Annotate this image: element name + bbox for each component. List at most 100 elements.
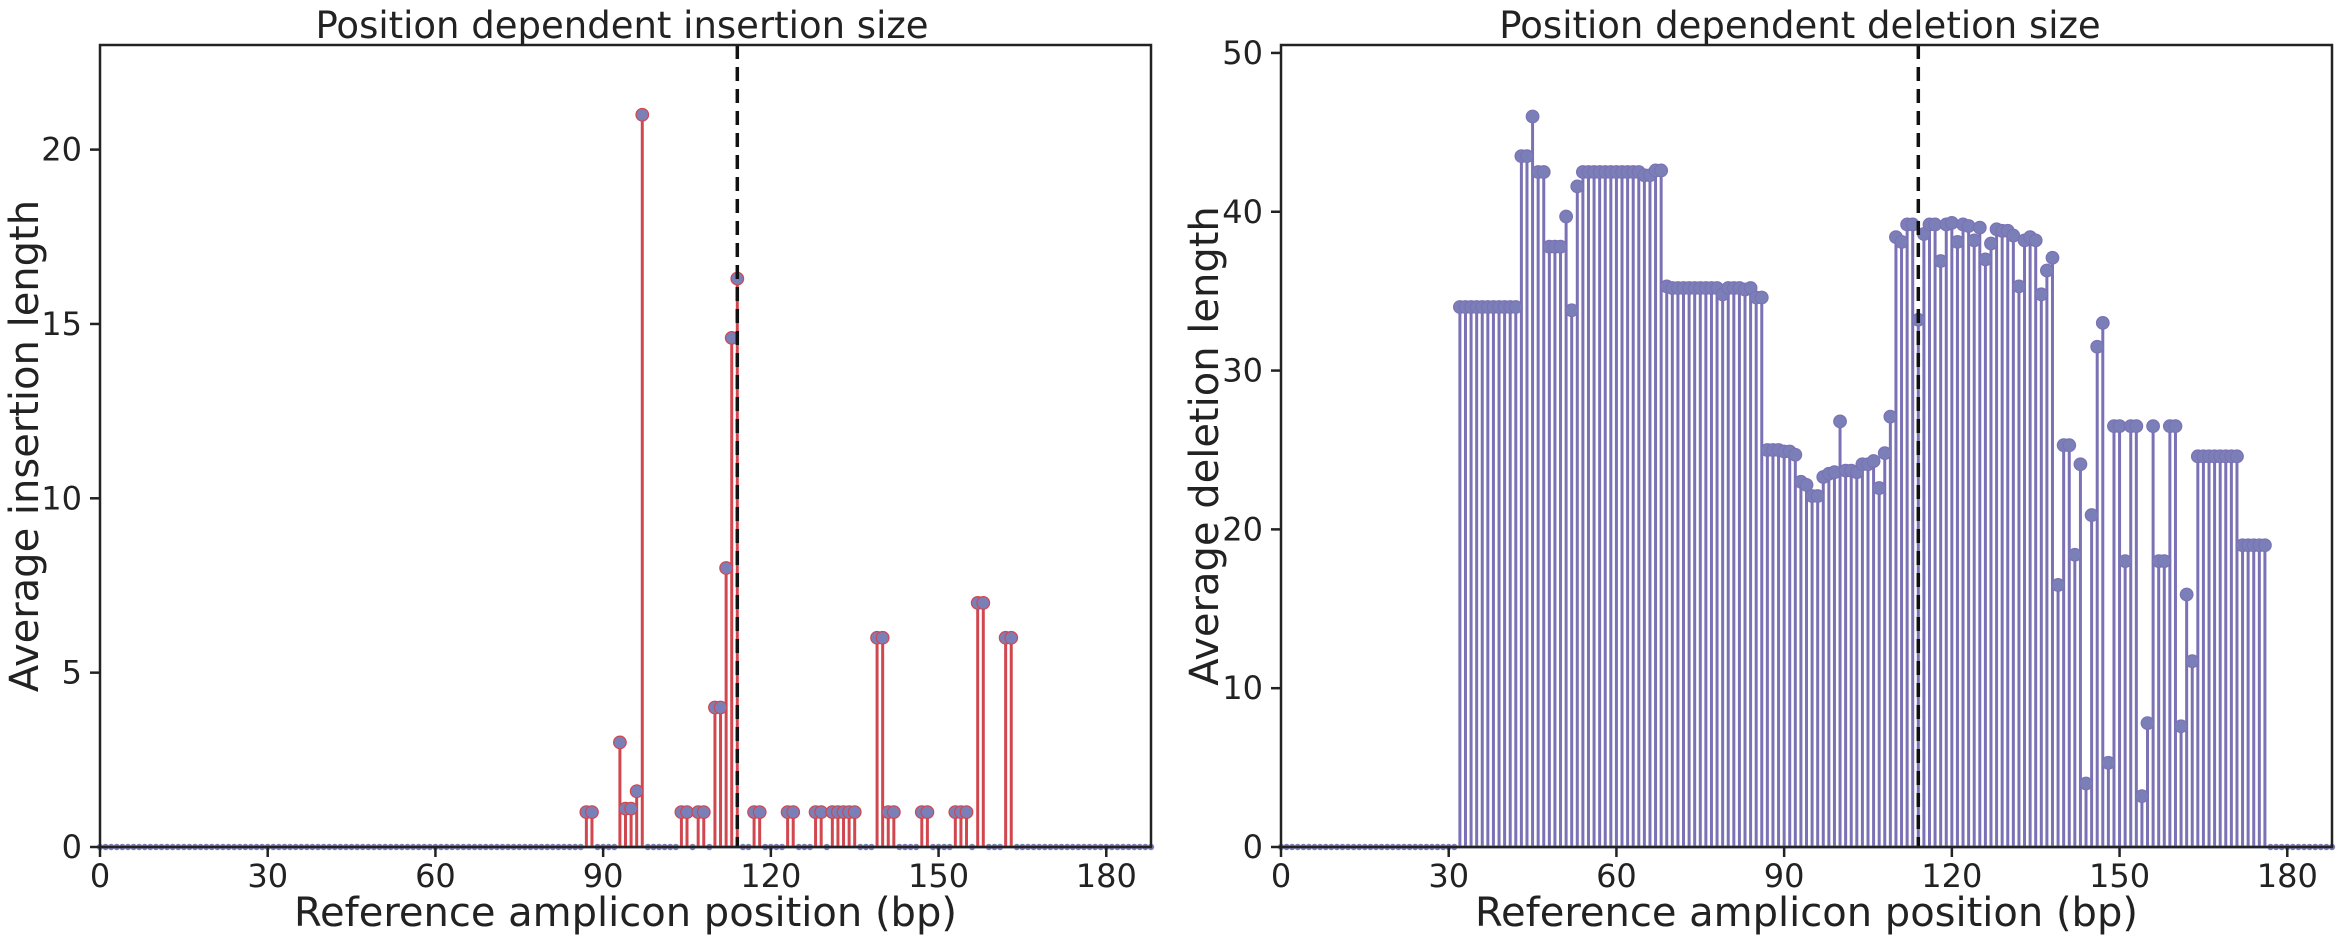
deletion-stem-marker	[2034, 287, 2049, 302]
insertion-x-tick-label: 60	[415, 857, 456, 895]
deletion-stem-marker	[1525, 109, 1540, 124]
insertion-y-tick-label: 0	[62, 828, 82, 866]
deletion-plot-frame	[1279, 43, 2334, 849]
insertion-stem-marker	[752, 805, 767, 820]
deletion-size-panel: Position dependent deletion size 0 30 60 90…	[1182, 4, 2336, 936]
insertion-size-panel: Position dependent insertion size 0 30 60 9…	[2, 4, 1155, 936]
deletion-stem-marker	[2230, 449, 2244, 464]
insertion-stem-marker	[847, 805, 862, 820]
deletion-stem-marker	[2101, 755, 2116, 770]
deletion-stem-marker	[2095, 316, 2110, 330]
insertion-stem-marker	[613, 735, 627, 750]
deletion-y-tick-label: 50	[1222, 34, 1263, 72]
deletion-stems	[1277, 109, 2336, 851]
deletion-y-tick-label: 20	[1222, 510, 1263, 548]
insertion-y-tick-label: 15	[41, 305, 82, 343]
insertion-x-axis-ticks: 0 30 60 90 120 150 180	[90, 847, 1137, 895]
deletion-stem-marker	[1866, 454, 1881, 468]
deletion-stem-marker	[2028, 233, 2043, 248]
insertion-stem-marker	[635, 107, 650, 122]
insertion-x-tick-label: 90	[583, 857, 624, 895]
deletion-stem-marker	[1654, 163, 1669, 178]
deletion-stem-marker	[1810, 489, 1825, 503]
deletion-stem-marker	[1944, 215, 1959, 230]
deletion-stem-marker	[1967, 233, 1982, 248]
deletion-stem-marker	[2045, 250, 2060, 265]
deletion-stem-marker	[2073, 457, 2088, 472]
insertion-plot-frame	[98, 43, 1153, 849]
deletion-stem-marker	[1961, 219, 1976, 233]
deletion-stem-marker	[1972, 220, 1987, 235]
insertion-x-tick-label: 150	[908, 857, 969, 895]
deletion-stem-marker	[2185, 654, 2200, 669]
deletion-chart-title: Position dependent deletion size	[1499, 4, 2100, 47]
deletion-stem-marker	[1564, 303, 1579, 318]
deletion-x-tick-label: 0	[1271, 857, 1291, 895]
deletion-stem-marker	[1536, 165, 1551, 179]
deletion-stem-marker	[2079, 776, 2093, 791]
deletion-x-tick-label: 150	[2089, 857, 2150, 895]
deletion-stem-marker	[2084, 508, 2099, 522]
deletion-stem-marker	[2129, 419, 2144, 434]
deletion-stem-marker	[1933, 254, 1948, 268]
deletion-stem-marker	[1978, 252, 1993, 267]
deletion-stem-marker	[1883, 409, 1898, 424]
deletion-stem-marker	[1508, 300, 1523, 314]
insertion-stem-marker	[629, 784, 644, 799]
deletion-stem-marker	[1894, 235, 1909, 249]
deletion-stem-marker	[2118, 554, 2133, 569]
insertion-stems	[96, 107, 1155, 851]
deletion-stem-marker	[2135, 789, 2149, 804]
insertion-y-tick-label: 5	[62, 654, 82, 692]
insertion-x-tick-label: 120	[740, 857, 801, 895]
insertion-stem-marker	[585, 805, 599, 820]
insertion-y-tick-label: 10	[41, 479, 82, 517]
deletion-y-axis-ticks: 0 10 20 30 40 50	[1222, 34, 1281, 866]
insertion-x-tick-label: 180	[1076, 857, 1137, 895]
deletion-stem-marker	[2140, 716, 2155, 731]
insertion-x-axis-label: Reference amplicon position (bp)	[294, 890, 957, 936]
deletion-stem-marker	[2168, 419, 2183, 434]
insertion-stem-marker	[624, 801, 638, 816]
deletion-y-axis-label: Average deletion length	[1182, 206, 1228, 686]
deletion-stem-marker	[1950, 235, 1965, 249]
deletion-stem-marker	[2258, 538, 2272, 553]
insertion-y-tick-label: 20	[41, 131, 82, 169]
deletion-stem-marker	[2012, 279, 2026, 294]
deletion-stem-marker	[1827, 465, 1842, 480]
deletion-x-tick-label: 90	[1764, 857, 1805, 895]
deletion-stem-marker	[2174, 719, 2188, 734]
deletion-x-tick-label: 120	[1921, 857, 1982, 895]
insertion-stem-marker	[786, 805, 801, 820]
insertion-stem-marker	[719, 561, 734, 575]
deletion-x-tick-label: 180	[2257, 857, 2318, 895]
deletion-stem-marker	[1520, 149, 1534, 164]
insertion-chart-title: Position dependent insertion size	[315, 4, 928, 47]
deletion-stem-marker	[1559, 209, 1574, 224]
deletion-x-axis-ticks: 0 30 60 90 120 150 180	[1271, 847, 2318, 895]
deletion-stem-marker	[1872, 481, 1887, 495]
insertion-stem-marker	[713, 700, 728, 715]
insertion-x-tick-label: 0	[90, 857, 110, 895]
deletion-x-tick-label: 30	[1428, 857, 1469, 895]
deletion-x-axis-label: Reference amplicon position (bp)	[1475, 890, 2138, 936]
insertion-x-tick-label: 30	[247, 857, 288, 895]
deletion-stem-marker	[1570, 179, 1585, 194]
insertion-y-axis-label: Average insertion length	[2, 200, 48, 692]
insertion-stem-marker	[696, 805, 711, 820]
insertion-stem-marker	[1004, 630, 1019, 645]
deletion-stem-marker	[1877, 446, 1892, 461]
deletion-stem-marker	[2179, 587, 2194, 602]
deletion-stem-marker	[2146, 419, 2161, 434]
deletion-y-tick-label: 40	[1222, 193, 1263, 231]
deletion-y-tick-label: 0	[1243, 828, 1263, 866]
deletion-stem-marker	[1799, 478, 1814, 492]
insertion-stem-marker	[875, 630, 890, 645]
deletion-stem-marker	[1788, 447, 1803, 462]
insertion-stem-marker	[886, 805, 901, 820]
deletion-stem-marker	[2067, 547, 2082, 562]
insertion-stem-marker	[959, 805, 974, 820]
deletion-stem-marker	[1553, 239, 1568, 254]
deletion-stem-marker	[2062, 438, 2077, 453]
deletion-y-tick-label: 10	[1222, 669, 1263, 707]
